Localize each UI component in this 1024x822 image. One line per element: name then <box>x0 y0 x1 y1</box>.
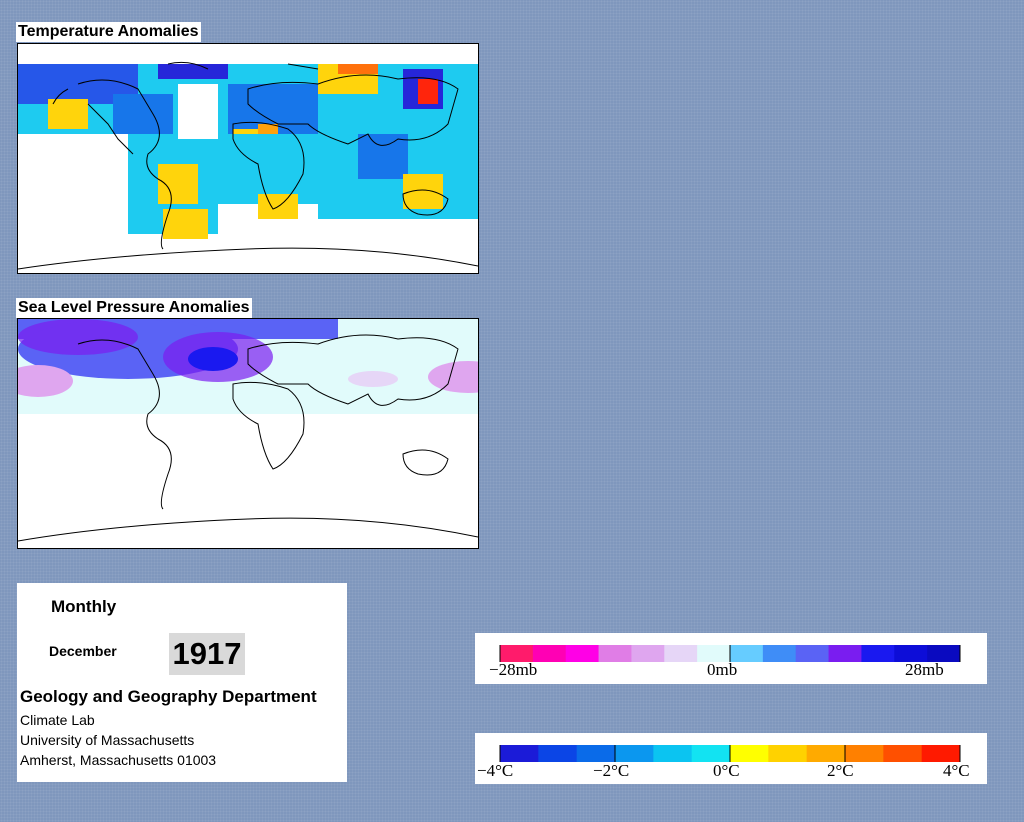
pressure-legend-max-label: 28mb <box>905 660 944 679</box>
temperature-map-title: Temperature Anomalies <box>16 22 201 42</box>
temperature-legend-swatch <box>691 745 731 762</box>
pressure-legend-swatch <box>762 645 797 662</box>
temperature-legend-swatch <box>845 745 884 762</box>
pressure-anomaly-map <box>17 318 479 549</box>
pressure-legend-swatch <box>532 645 567 662</box>
pressure-legend-swatch <box>500 645 534 662</box>
pressure-legend-swatch <box>828 645 862 662</box>
pressure-legend-min-label: −28mb <box>489 660 538 679</box>
temperature-legend-swatch <box>921 745 961 762</box>
temperature-legend-swatch <box>730 745 769 762</box>
pressure-map-title: Sea Level Pressure Anomalies <box>16 298 252 318</box>
temperature-legend: −4°C −2°C 0°C 2°C 4°C <box>475 733 987 784</box>
pressure-legend-swatch <box>565 645 600 662</box>
temperature-legend-label-2: 2°C <box>827 761 854 780</box>
temperature-map-graphic <box>18 44 478 273</box>
temperature-legend-swatch <box>538 745 578 762</box>
month-label: December <box>49 643 117 659</box>
pressure-legend: −28mb 0mb 28mb <box>475 633 987 684</box>
period-label: Monthly <box>51 597 117 616</box>
temperature-legend-swatch <box>883 745 923 762</box>
pressure-legend-swatch <box>598 645 632 662</box>
pressure-legend-swatch <box>861 645 895 662</box>
pressure-legend-swatch <box>631 645 665 662</box>
department-label: Geology and Geography Department <box>20 687 317 706</box>
temperature-legend-swatch <box>806 745 846 762</box>
temperature-legend-swatch <box>500 745 539 762</box>
temperature-legend-colorbar <box>499 745 961 762</box>
pressure-legend-swatch <box>697 645 731 662</box>
temperature-legend-swatch <box>615 745 654 762</box>
pressure-legend-swatch <box>894 645 928 662</box>
pressure-map-graphic <box>18 319 478 548</box>
pressure-legend-swatch <box>795 645 830 662</box>
year-label: 1917 <box>169 633 245 675</box>
pressure-legend-swatch <box>730 645 764 662</box>
temperature-legend-label-neg4: −4°C <box>477 761 514 780</box>
info-panel: Monthly December 1917 Geology and Geogra… <box>17 583 347 782</box>
lab-label: Climate Lab <box>20 712 95 728</box>
temperature-legend-label-0: 0°C <box>713 761 740 780</box>
address-label: Amherst, Massachusetts 01003 <box>20 752 217 768</box>
temperature-legend-label-4: 4°C <box>943 761 970 780</box>
temperature-anomaly-map <box>17 43 479 274</box>
university-label: University of Massachusetts <box>20 732 195 748</box>
pressure-legend-swatch <box>664 645 698 662</box>
pressure-legend-zero-label: 0mb <box>707 660 738 679</box>
temperature-legend-swatch <box>653 745 693 762</box>
pressure-legend-colorbar <box>499 645 961 662</box>
temperature-legend-label-neg2: −2°C <box>593 761 630 780</box>
pressure-legend-swatch <box>927 645 961 662</box>
temperature-legend-swatch <box>576 745 616 762</box>
temperature-legend-swatch <box>768 745 808 762</box>
